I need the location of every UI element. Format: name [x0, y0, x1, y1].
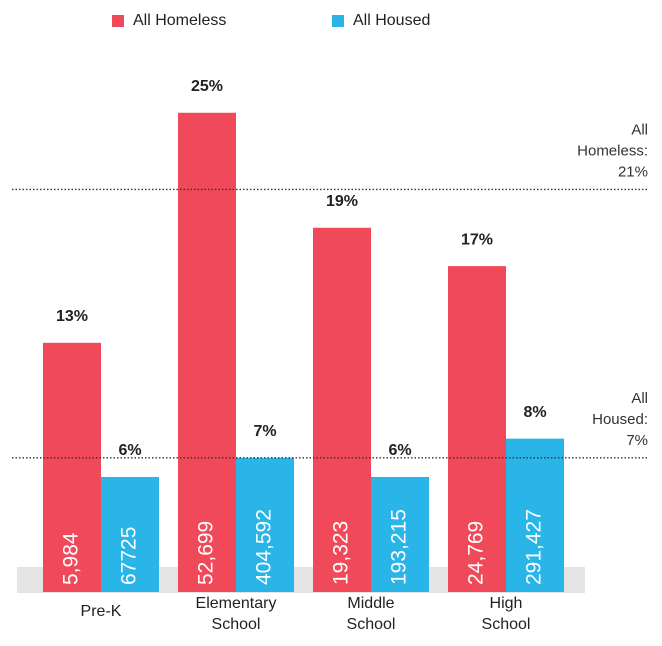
value-label: 6% [118, 442, 141, 459]
count-label: 24,769 [465, 521, 488, 585]
bar [313, 227, 371, 592]
value-label: 6% [388, 442, 411, 459]
reference-value: 21% [618, 163, 648, 180]
x-tick-label: Pre-K [81, 603, 122, 620]
value-label: 7% [253, 423, 276, 440]
count-label: 291,427 [523, 509, 546, 585]
value-label: 19% [326, 193, 358, 210]
value-label: 8% [523, 404, 546, 421]
reference-label: All Housed: [592, 390, 648, 428]
legend-label: All Homeless [133, 12, 226, 29]
legend-swatch [332, 15, 344, 27]
reference-label: All Homeless: [577, 121, 648, 159]
x-tick-label: Middle School [347, 595, 396, 633]
count-label: 5,984 [60, 532, 83, 585]
x-tick-label: High School [482, 595, 531, 633]
count-label: 193,215 [388, 509, 411, 585]
bar [236, 457, 294, 592]
count-label: 52,699 [195, 521, 218, 585]
bar [101, 476, 159, 592]
bar [43, 342, 101, 592]
count-label: 67725 [118, 527, 141, 585]
value-label: 17% [461, 231, 493, 248]
count-label: 404,592 [253, 509, 276, 585]
x-tick-label: Elementary School [196, 595, 277, 633]
bar [371, 476, 429, 592]
bar [178, 112, 236, 592]
legend-label: All Housed [353, 12, 430, 29]
bar [448, 266, 506, 592]
bar [506, 438, 564, 592]
legend-swatch [112, 15, 124, 27]
value-label: 25% [191, 78, 223, 95]
reference-value: 7% [626, 432, 648, 449]
count-label: 19,323 [330, 521, 353, 585]
value-label: 13% [56, 308, 88, 325]
